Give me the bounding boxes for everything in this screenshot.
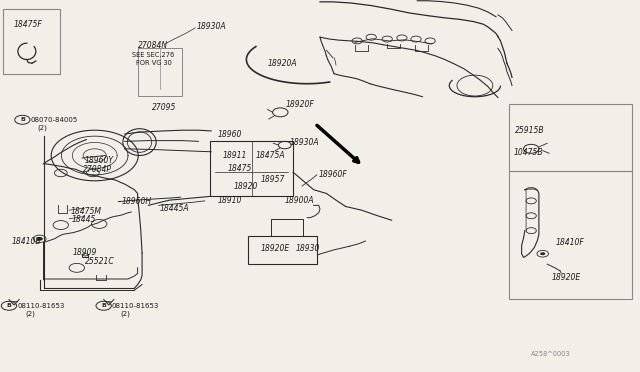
Text: 27084P: 27084P (83, 165, 112, 174)
Text: 18960Y: 18960Y (84, 156, 113, 165)
Text: (2): (2) (26, 310, 35, 317)
Bar (3, 9, 60, 74)
Text: 18910: 18910 (218, 196, 242, 205)
Text: 18900A: 18900A (285, 196, 314, 205)
Text: 18920F: 18920F (286, 100, 315, 109)
Text: FOR VG 30: FOR VG 30 (136, 60, 172, 66)
Text: 25521C: 25521C (84, 257, 114, 266)
Text: 08070-84005: 08070-84005 (31, 117, 78, 123)
Text: 18930A: 18930A (290, 138, 319, 147)
Text: 27095: 27095 (152, 103, 177, 112)
Text: 08110-81653: 08110-81653 (18, 303, 65, 309)
Text: 10475B: 10475B (513, 148, 543, 157)
Text: 18475F: 18475F (14, 20, 43, 29)
Circle shape (36, 237, 43, 241)
Text: 18445A: 18445A (159, 204, 189, 213)
Text: 18475: 18475 (227, 164, 252, 173)
Circle shape (540, 252, 545, 255)
Text: 18920E: 18920E (552, 273, 581, 282)
Text: 18930: 18930 (296, 244, 320, 253)
Text: (2): (2) (37, 124, 47, 131)
Text: 18410B: 18410B (12, 237, 41, 246)
Text: A258^0003: A258^0003 (531, 351, 571, 357)
Text: 18957: 18957 (261, 175, 285, 184)
Text: SEE SEC.276: SEE SEC.276 (132, 52, 175, 58)
Text: B: B (20, 117, 25, 122)
Text: 18920: 18920 (234, 182, 258, 191)
Text: 18911: 18911 (223, 151, 247, 160)
Text: 18920A: 18920A (268, 59, 297, 68)
Text: 18920E: 18920E (261, 244, 291, 253)
Text: 08110-81653: 08110-81653 (112, 303, 159, 309)
Text: (2): (2) (120, 310, 130, 317)
Text: 18930A: 18930A (197, 22, 227, 31)
Bar (210, 141, 293, 196)
Text: B: B (101, 303, 106, 308)
Text: 18909: 18909 (73, 248, 97, 257)
Bar (509, 171, 632, 299)
Text: 18960F: 18960F (319, 170, 348, 179)
Bar (248, 236, 317, 264)
Text: 27084N: 27084N (138, 41, 168, 50)
Text: 18410F: 18410F (556, 238, 584, 247)
Text: 18475A: 18475A (256, 151, 285, 160)
Text: 25915B: 25915B (515, 126, 545, 135)
Text: 18445: 18445 (72, 215, 96, 224)
Text: 18960H: 18960H (122, 197, 152, 206)
Text: 18475M: 18475M (70, 207, 101, 216)
Bar (509, 104, 632, 171)
Text: B: B (6, 303, 12, 308)
Text: 18960: 18960 (218, 130, 242, 139)
